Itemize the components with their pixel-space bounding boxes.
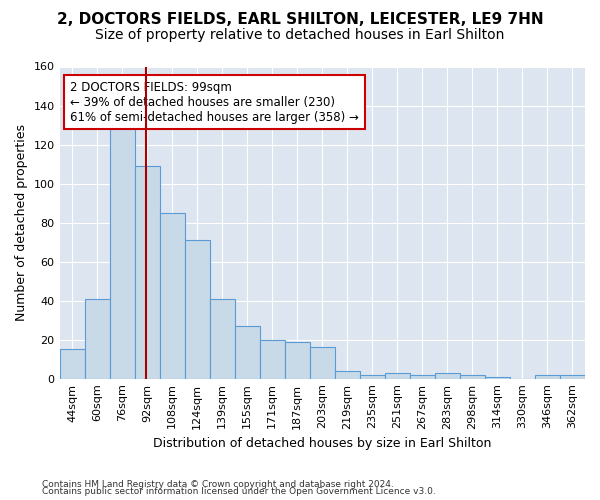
- Bar: [59, 350, 85, 378]
- Text: Size of property relative to detached houses in Earl Shilton: Size of property relative to detached ho…: [95, 28, 505, 42]
- Bar: [110, 119, 134, 378]
- Bar: [134, 166, 160, 378]
- Text: 2, DOCTORS FIELDS, EARL SHILTON, LEICESTER, LE9 7HN: 2, DOCTORS FIELDS, EARL SHILTON, LEICEST…: [56, 12, 544, 28]
- X-axis label: Distribution of detached houses by size in Earl Shilton: Distribution of detached houses by size …: [153, 437, 491, 450]
- Bar: [185, 240, 209, 378]
- Bar: [310, 348, 335, 378]
- Bar: [485, 376, 510, 378]
- Bar: [85, 298, 110, 378]
- Bar: [335, 371, 360, 378]
- Text: 2 DOCTORS FIELDS: 99sqm
← 39% of detached houses are smaller (230)
61% of semi-d: 2 DOCTORS FIELDS: 99sqm ← 39% of detache…: [70, 80, 359, 124]
- Bar: [160, 213, 185, 378]
- Bar: [435, 373, 460, 378]
- Bar: [209, 298, 235, 378]
- Text: Contains HM Land Registry data © Crown copyright and database right 2024.: Contains HM Land Registry data © Crown c…: [42, 480, 394, 489]
- Bar: [460, 375, 485, 378]
- Bar: [235, 326, 260, 378]
- Bar: [260, 340, 285, 378]
- Bar: [385, 373, 410, 378]
- Bar: [560, 375, 585, 378]
- Y-axis label: Number of detached properties: Number of detached properties: [15, 124, 28, 321]
- Bar: [285, 342, 310, 378]
- Bar: [410, 375, 435, 378]
- Bar: [360, 375, 385, 378]
- Bar: [535, 375, 560, 378]
- Text: Contains public sector information licensed under the Open Government Licence v3: Contains public sector information licen…: [42, 487, 436, 496]
